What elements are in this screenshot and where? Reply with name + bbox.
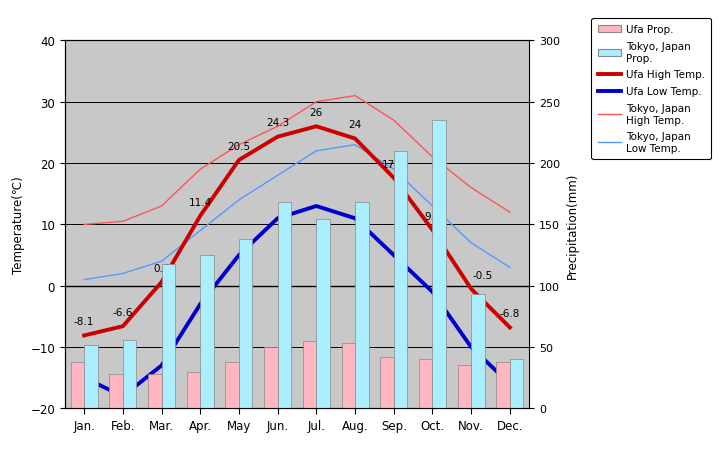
Y-axis label: Precipitation(mm): Precipitation(mm) <box>566 172 579 278</box>
Bar <box>278 203 291 409</box>
Bar <box>239 240 253 409</box>
Text: -8.1: -8.1 <box>74 317 94 326</box>
Bar <box>419 359 433 409</box>
Bar <box>161 264 175 409</box>
Text: 0.6: 0.6 <box>153 263 170 273</box>
Bar <box>109 374 123 409</box>
Bar <box>148 374 161 409</box>
Bar <box>433 121 446 409</box>
Bar <box>200 256 214 409</box>
Bar <box>316 220 330 409</box>
Text: -6.6: -6.6 <box>112 308 133 317</box>
Text: 17.6: 17.6 <box>382 159 405 169</box>
Y-axis label: Temperature(℃): Temperature(℃) <box>12 176 24 274</box>
Text: 26: 26 <box>310 108 323 118</box>
Text: -0.5: -0.5 <box>472 270 493 280</box>
Bar <box>355 203 369 409</box>
Bar <box>394 151 408 409</box>
Bar <box>186 372 200 409</box>
Bar <box>341 344 355 409</box>
Bar <box>264 347 278 409</box>
Bar <box>458 366 471 409</box>
Bar <box>496 362 510 409</box>
Bar <box>123 340 136 409</box>
Text: -6.8: -6.8 <box>500 308 520 319</box>
Bar <box>380 357 394 409</box>
Legend: Ufa Prop., Tokyo, Japan
Prop., Ufa High Temp., Ufa Low Temp., Tokyo, Japan
High : Ufa Prop., Tokyo, Japan Prop., Ufa High … <box>591 19 711 160</box>
Bar <box>510 359 523 409</box>
Bar <box>471 295 485 409</box>
Text: 24: 24 <box>348 120 361 130</box>
Text: 20.5: 20.5 <box>228 141 251 151</box>
Text: 9.1: 9.1 <box>424 211 441 221</box>
Text: 24.3: 24.3 <box>266 118 289 128</box>
Bar <box>225 362 239 409</box>
Text: 11.4: 11.4 <box>189 197 212 207</box>
Bar <box>71 362 84 409</box>
Bar <box>303 341 316 409</box>
Bar <box>84 345 98 409</box>
